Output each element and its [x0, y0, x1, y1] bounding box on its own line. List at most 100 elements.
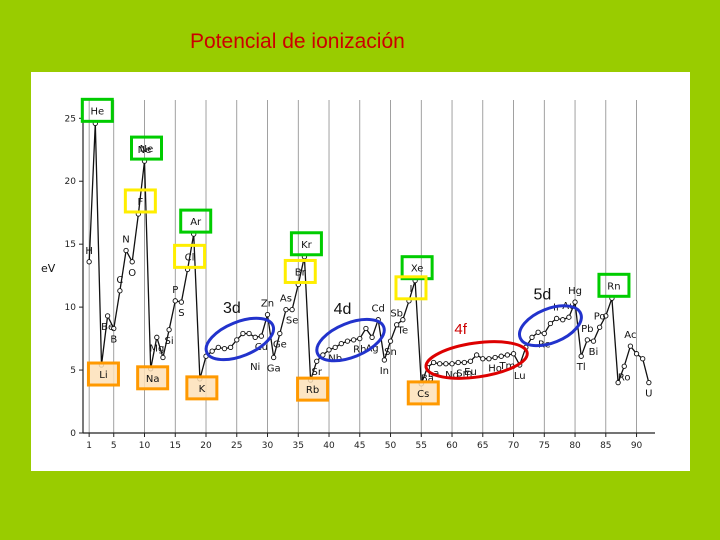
data-point: [344, 338, 351, 344]
element-label: Sm: [456, 369, 472, 380]
data-point: [338, 340, 344, 347]
element-box: Na: [136, 365, 170, 391]
element-label: B: [110, 335, 117, 346]
element-label: Ne: [138, 145, 152, 156]
element-box-label: F: [137, 197, 143, 208]
data-point: [178, 299, 185, 305]
element-label: Po: [594, 311, 606, 322]
data-point: [646, 379, 652, 386]
data-point: [510, 351, 517, 357]
y-tick-label: 15: [65, 240, 76, 250]
element-label: Sn: [384, 347, 397, 358]
element-box-frame: [185, 375, 219, 401]
data-point: [596, 324, 603, 330]
chart-panel: eV 0 5 10 15 20 25 1 5 10 15 20 25 30 35 40 45 50 55 60 65 7…: [31, 72, 690, 471]
x-tick-label: 25: [231, 441, 242, 451]
data-point: [461, 359, 467, 366]
x-tick-label: 60: [446, 441, 458, 451]
data-point: [498, 353, 504, 359]
x-tick-label: 45: [354, 441, 365, 451]
data-point: [172, 298, 178, 304]
data-point: [240, 330, 246, 337]
y-tick-label: 10: [65, 303, 77, 313]
element-label: Ro: [618, 372, 631, 383]
data-point: [264, 312, 271, 318]
element-box-label: Na: [146, 374, 160, 385]
element-box-label: Xe: [411, 264, 424, 275]
data-point: [572, 299, 578, 305]
y-tick-label: 20: [65, 177, 77, 187]
element-label: Be: [101, 322, 114, 333]
data-point: [504, 352, 511, 358]
data-point: [258, 333, 265, 339]
element-label: H: [85, 246, 93, 257]
x-tick-label: 1: [86, 441, 92, 451]
element-label: Tl: [576, 362, 586, 373]
element-label: Pb: [581, 324, 593, 335]
element-label: Eu: [464, 367, 477, 378]
element-box-label: Kr: [301, 240, 313, 251]
data-point: [633, 351, 640, 357]
data-point: [584, 337, 590, 343]
x-tick-label: 30: [262, 441, 274, 451]
data-point: [603, 313, 609, 319]
x-tick-label: 20: [200, 441, 212, 451]
orbital-label: 5d: [534, 287, 552, 304]
data-point: [332, 344, 338, 351]
element-box-frame: [80, 97, 114, 123]
x-tick-label: 35: [293, 441, 304, 451]
data-point: [541, 330, 547, 337]
element-box-label: Ne: [140, 144, 154, 155]
data-point: [160, 354, 166, 361]
grid-layer: [88, 100, 637, 433]
element-label: Zn: [261, 299, 274, 310]
element-box-frame: [130, 135, 164, 161]
data-point: [443, 361, 449, 367]
element-box-frame: [136, 365, 170, 391]
element-label: Ge: [273, 340, 287, 351]
element-label: Rh: [353, 345, 366, 356]
line-layer: [86, 120, 652, 387]
element-box: Ar: [179, 208, 213, 234]
element-box-frame: [289, 231, 323, 257]
element-label: Se: [286, 316, 299, 327]
data-point: [357, 335, 363, 342]
data-point: [492, 354, 498, 361]
element-box-frame: [597, 272, 631, 298]
data-point: [394, 322, 400, 328]
element-box: K: [185, 375, 219, 401]
x-tick-label: 15: [170, 441, 181, 451]
element-label: N: [122, 234, 129, 245]
element-label: Tm: [498, 361, 515, 372]
data-point: [529, 334, 535, 340]
data-point: [535, 329, 541, 335]
element-box: Br: [283, 258, 317, 284]
element-label: Ho: [488, 363, 502, 374]
element-label: As: [280, 294, 292, 305]
element-box: Kr: [289, 231, 323, 257]
x-tick-label: 40: [323, 441, 335, 451]
x-tick-label: 5: [111, 441, 117, 451]
data-point: [387, 338, 394, 344]
data-point: [566, 314, 572, 320]
element-box: Rn: [597, 272, 631, 298]
data-point: [283, 306, 289, 313]
element-label: Te: [397, 326, 409, 337]
element-box: Cs: [406, 380, 440, 406]
element-box: Ne: [130, 135, 164, 161]
y-tick-label: 25: [65, 114, 76, 124]
data-point: [234, 337, 240, 343]
element-box-label: Ar: [190, 217, 202, 228]
data-point: [590, 338, 597, 344]
x-tick-label: 70: [508, 441, 520, 451]
element-box-frame: [173, 243, 207, 269]
element-box: Cl: [173, 243, 207, 269]
x-tick-label: 75: [539, 441, 550, 451]
y-axis-label: eV: [41, 262, 56, 275]
element-box: Xe: [400, 255, 434, 281]
data-point: [480, 356, 486, 362]
data-point: [449, 361, 455, 367]
x-tick-label: 65: [477, 441, 488, 451]
element-box-label: Cs: [417, 389, 429, 400]
